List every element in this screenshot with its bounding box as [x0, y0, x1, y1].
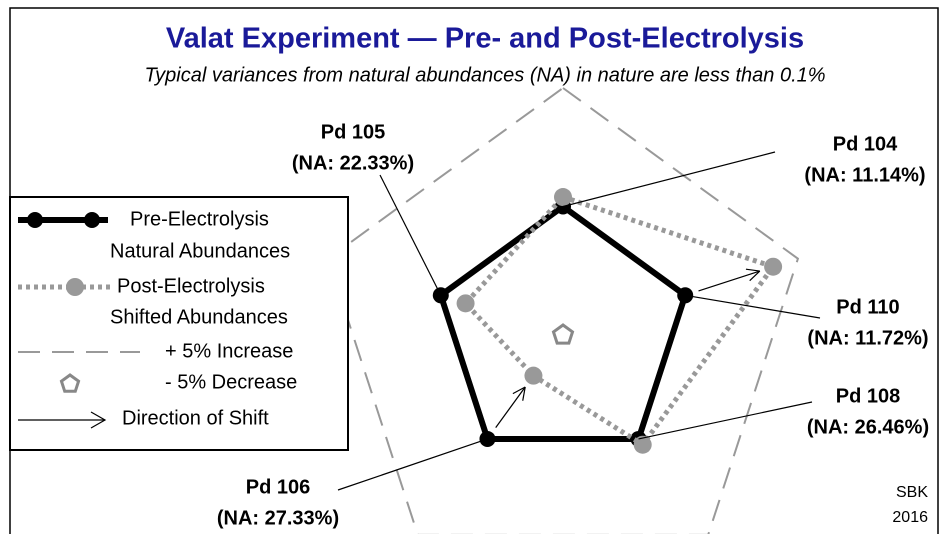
legend-swatch	[84, 212, 100, 228]
shift-arrow	[698, 270, 760, 292]
plot: Pd 104 (NA: 11.14%) Pd 110 (NA: 11.72%) Pd 1…	[217, 86, 929, 534]
legend-swatch	[66, 278, 84, 296]
leader-line	[685, 294, 821, 319]
arrow-head	[522, 386, 526, 401]
arrow-head	[749, 270, 761, 282]
leader-line	[379, 174, 442, 296]
series-line	[437, 202, 689, 442]
subtitle: Typical variances from natural abundance…	[144, 64, 825, 86]
series-line	[462, 194, 778, 449]
category-label: Pd 110	[836, 296, 899, 318]
arrow-head	[512, 386, 526, 395]
legend-label: Post-Electrolysis	[117, 275, 265, 297]
category-note: (NA: 26.46%)	[807, 416, 929, 438]
category-note: (NA: 11.72%)	[807, 327, 928, 349]
point	[456, 294, 475, 313]
arrow-head	[745, 268, 760, 272]
legend-label: Natural Abundances	[110, 240, 290, 262]
category-note: (NA: 27.33%)	[217, 507, 339, 529]
legend-box	[9, 196, 349, 451]
credit: SBK	[896, 484, 928, 501]
leader-line	[562, 151, 776, 208]
legend-swatch	[90, 411, 107, 429]
point	[764, 257, 783, 276]
legend-label: Shifted Abundances	[110, 306, 288, 328]
category-label: Pd 104	[833, 133, 898, 155]
legend-swatch	[27, 212, 43, 228]
legend-swatch	[59, 373, 81, 393]
chart-title: Valat Experiment — Pre- and Post-Electro…	[166, 23, 804, 55]
category-note: (NA: 22.33%)	[292, 152, 414, 174]
decrease-ring	[551, 323, 575, 345]
category-note: (NA: 11.14%)	[804, 164, 925, 186]
credit: 2016	[892, 509, 928, 526]
category-label: Pd 105	[321, 121, 385, 143]
point	[554, 188, 572, 207]
leader-line	[638, 401, 813, 440]
category-label: Pd 108	[836, 385, 900, 407]
legend-label: + 5% Increase	[165, 340, 293, 362]
leader-line	[337, 438, 488, 491]
increase-ring	[326, 86, 800, 534]
category-label: Pd 106	[246, 476, 310, 498]
legend-label: Direction of Shift	[122, 407, 269, 429]
legend: Pre-Electrolysis Natural Abundances Post-E…	[18, 208, 297, 429]
legend-label: - 5% Decrease	[165, 371, 297, 393]
point	[633, 435, 652, 454]
point	[524, 366, 543, 385]
shift-arrow	[495, 386, 526, 428]
legend-label: Pre-Electrolysis	[130, 208, 269, 230]
